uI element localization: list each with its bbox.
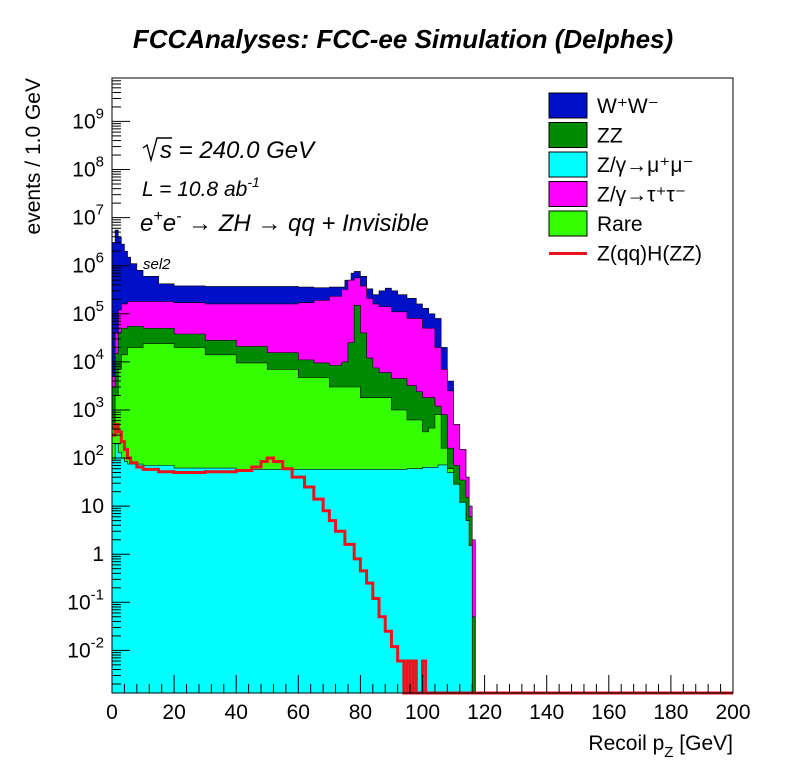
y-tick-label: 102: [72, 442, 104, 470]
legend-label-ztt: Z/γ→τ⁺τ⁻: [597, 184, 686, 207]
x-tick-label: 200: [715, 701, 750, 724]
legend-label-rare: Rare: [597, 213, 643, 236]
sqrt-s-text: s = 240.0 GeV: [160, 137, 316, 164]
y-tick-label: 1: [92, 543, 104, 566]
x-tick-label: 140: [529, 701, 564, 724]
x-tick-label: 80: [349, 701, 372, 724]
legend-swatch-zz: [548, 122, 588, 148]
y-tick-label: 104: [72, 346, 104, 374]
legend-swatch-ztt: [548, 181, 588, 207]
y-axis-label: events / 1.0 GeV: [22, 78, 45, 234]
y-tick-label: 10-1: [67, 586, 104, 614]
sqrt-symbol: [142, 137, 172, 163]
x-axis: 0 20 40 60 80 100 120 140 160 180 200: [106, 675, 751, 724]
x-tick-label: 40: [225, 701, 248, 724]
x-tick-label: 0: [106, 701, 118, 724]
legend-label-ww: W⁺W⁻: [597, 95, 659, 118]
plot-area: [111, 229, 733, 695]
y-tick-label: 103: [72, 394, 104, 422]
y-tick-label: 10: [81, 495, 104, 518]
x-tick-label: 180: [653, 701, 688, 724]
y-tick-label: 108: [72, 154, 104, 182]
legend-label-signal: Z(qq)H(ZZ): [597, 243, 702, 266]
legend-swatch-rare: [548, 210, 588, 237]
y-tick-label: 105: [72, 298, 104, 326]
legend-label-zz: ZZ: [597, 125, 623, 148]
y-tick-label: 10-2: [67, 634, 104, 662]
area-zmm: [111, 443, 479, 694]
legend-swatch-zmm: [548, 151, 588, 178]
x-tick-label: 60: [287, 701, 310, 724]
x-tick-label: 100: [405, 701, 440, 724]
y-tick-label: 106: [72, 250, 104, 278]
legend-swatch-ww: [548, 92, 588, 119]
y-tick-label: 109: [72, 105, 104, 133]
x-tick-label: 120: [467, 701, 502, 724]
y-tick-label: 107: [72, 202, 104, 230]
x-tick-label: 20: [162, 701, 185, 724]
annotation-process: e+e- → ZH → qq + Invisible: [140, 208, 429, 237]
annotation-sqrt-s: s = 240.0 GeV: [142, 137, 316, 164]
x-axis-label: Recoil pZ [GeV]: [588, 732, 733, 761]
annotation-selection: sel2: [143, 256, 171, 273]
line-signal: [112, 422, 733, 695]
chart-title: FCCAnalyses: FCC-ee Simulation (Delphes): [133, 24, 673, 54]
annotation-luminosity: L = 10.8 ab-1: [142, 174, 260, 201]
legend-label-zmm: Z/γ→μ⁺μ⁻: [597, 154, 694, 177]
y-axis: 10-2 10-1 1 10 102 103 104 105 106 107 108 109: [67, 77, 130, 685]
x-tick-label: 160: [591, 701, 626, 724]
legend: W⁺W⁻ ZZ Z/γ→μ⁺μ⁻ Z/γ→τ⁺τ⁻ Rare Z(qq)H(ZZ): [548, 92, 702, 266]
